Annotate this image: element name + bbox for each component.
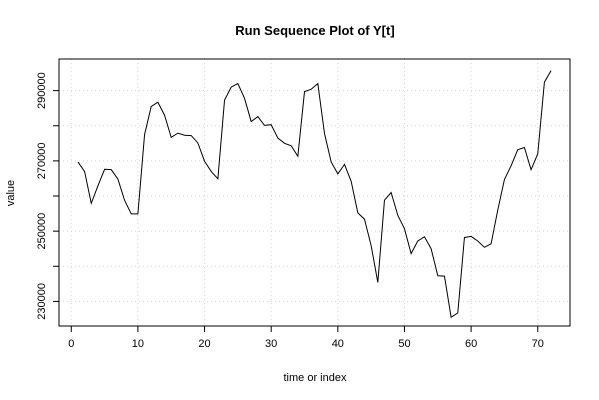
y-axis: 230000 250000 270000 290000: [36, 72, 59, 320]
chart-title: Run Sequence Plot of Y[t]: [235, 23, 394, 38]
grid: [59, 59, 570, 326]
y-tick-label: 290000: [36, 72, 48, 109]
x-tick-label: 60: [465, 338, 477, 350]
x-tick-label: 20: [198, 338, 210, 350]
x-tick-label: 30: [265, 338, 277, 350]
x-tick-label: 50: [398, 338, 410, 350]
plot-frame: [58, 58, 571, 327]
x-tick-label: 0: [68, 338, 74, 350]
x-tick-label: 70: [532, 338, 544, 350]
y-tick-label: 230000: [36, 283, 48, 320]
x-tick-label: 40: [332, 338, 344, 350]
x-tick-label: 10: [132, 338, 144, 350]
y-axis-label: value: [5, 180, 17, 206]
series-line: [77, 70, 552, 319]
y-tick-label: 270000: [36, 143, 48, 180]
x-axis-label: time or index: [284, 372, 347, 384]
x-axis: 0 10 20 30 40 50 60 70: [68, 326, 544, 350]
y-tick-label: 250000: [36, 213, 48, 250]
